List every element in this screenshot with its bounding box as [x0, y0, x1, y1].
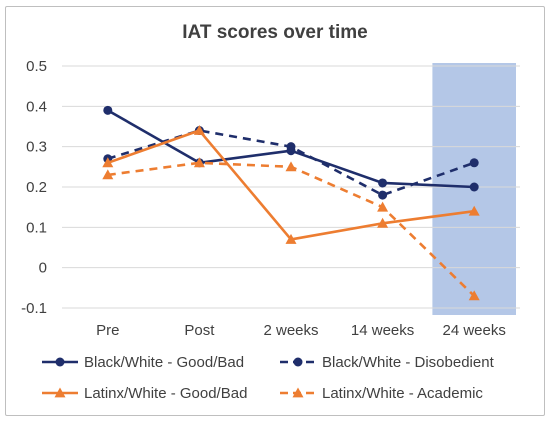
legend-marker — [54, 387, 66, 398]
data-point — [468, 205, 480, 216]
data-point — [378, 190, 388, 200]
legend-marker — [55, 357, 65, 367]
y-tick-label: 0.4 — [26, 98, 47, 115]
x-tick-label: 2 weeks — [263, 322, 318, 339]
data-point — [285, 161, 297, 172]
x-tick-label: Pre — [96, 322, 119, 339]
data-point — [377, 201, 389, 212]
legend-label: Black/White - Disobedient — [322, 354, 495, 371]
legend-marker — [292, 387, 304, 398]
y-tick-label: 0.1 — [26, 219, 47, 236]
data-point — [193, 157, 205, 168]
chart-title: IAT scores over time — [182, 22, 368, 43]
legend-label: Latinx/White - Academic — [322, 385, 483, 402]
data-point — [378, 178, 388, 188]
data-point — [377, 217, 389, 228]
y-tick-label: -0.1 — [21, 300, 47, 317]
legend-label: Latinx/White - Good/Bad — [84, 385, 247, 402]
data-point — [102, 157, 114, 168]
y-tick-label: 0.5 — [26, 58, 47, 75]
data-point — [469, 158, 479, 168]
data-point — [468, 290, 480, 301]
data-point — [469, 182, 479, 192]
data-point — [285, 233, 297, 244]
x-tick-label: 24 weeks — [443, 322, 506, 339]
legend-marker — [293, 357, 303, 367]
y-tick-label: 0.2 — [26, 179, 47, 196]
legend-label: Black/White - Good/Bad — [84, 354, 244, 371]
data-point — [193, 125, 205, 135]
series-line-4 — [107, 161, 476, 297]
x-tick-label: Post — [184, 322, 215, 339]
y-tick-label: 0.3 — [26, 139, 47, 156]
data-point — [103, 105, 113, 115]
x-tick-label: 14 weeks — [351, 322, 414, 339]
data-point — [286, 142, 296, 152]
y-tick-label: 0 — [39, 260, 47, 277]
data-point — [102, 169, 114, 180]
